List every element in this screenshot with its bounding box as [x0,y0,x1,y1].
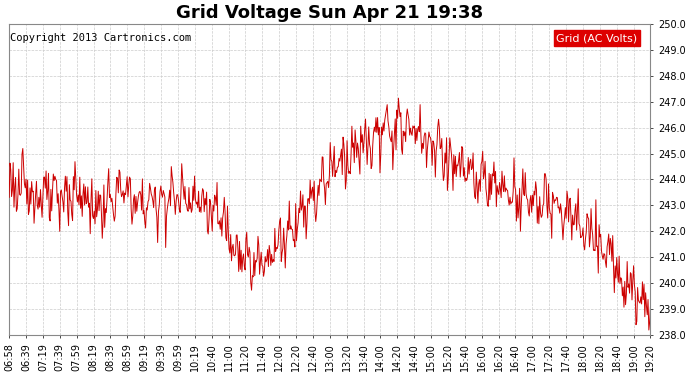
Text: Grid (AC Volts): Grid (AC Volts) [557,33,638,43]
Text: Copyright 2013 Cartronics.com: Copyright 2013 Cartronics.com [10,33,192,43]
Title: Grid Voltage Sun Apr 21 19:38: Grid Voltage Sun Apr 21 19:38 [176,4,484,22]
